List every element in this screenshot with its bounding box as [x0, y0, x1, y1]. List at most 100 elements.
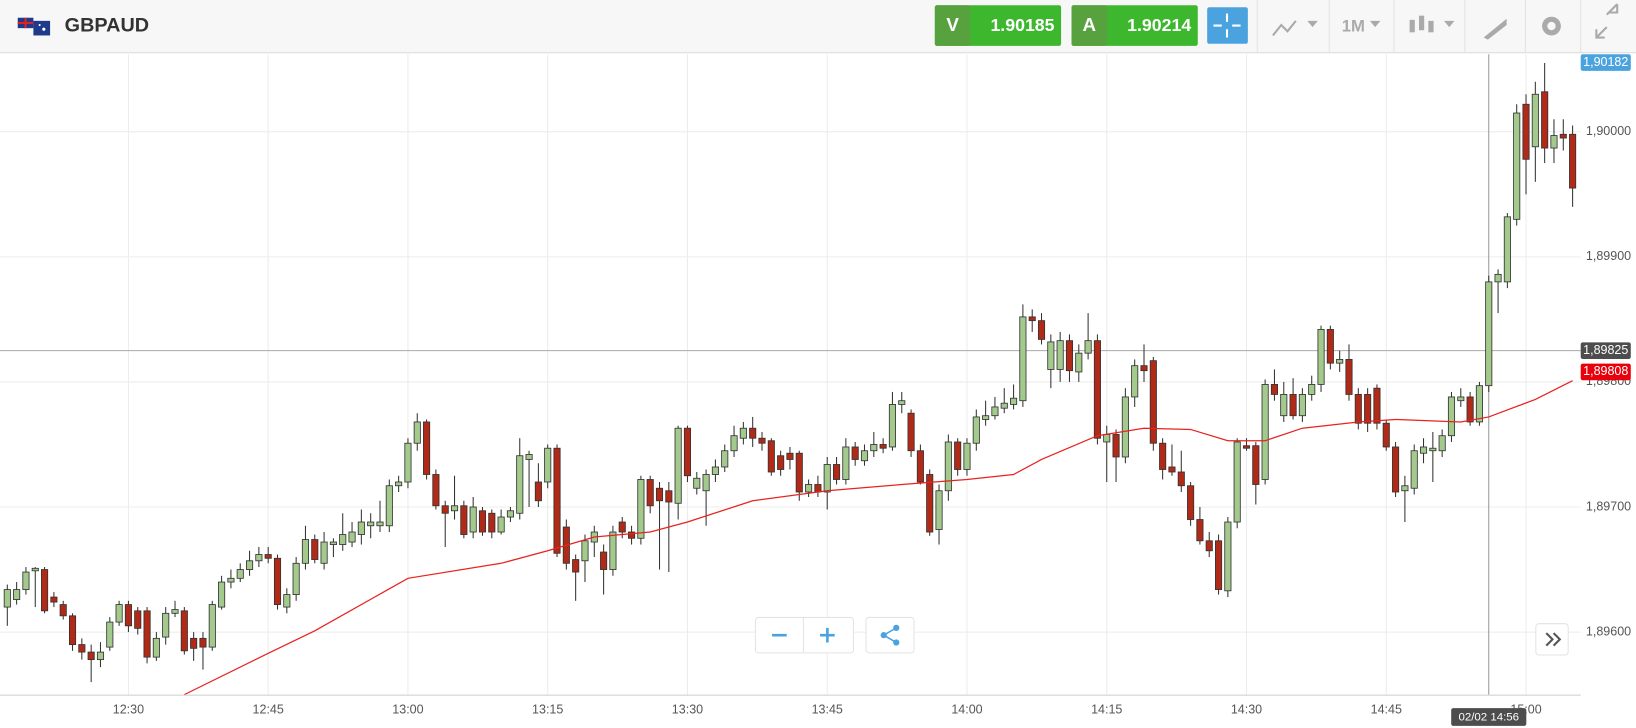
candle-body: [1475, 385, 1483, 423]
candle-body: [926, 474, 934, 533]
candle-body: [329, 541, 337, 545]
candle-body: [1168, 466, 1176, 473]
x-tick-label: 13:00: [392, 703, 423, 717]
price-marker: [1580, 363, 1631, 381]
candle-body: [180, 610, 188, 652]
candle-body: [506, 510, 514, 518]
candle-body: [935, 490, 943, 530]
candle-body: [767, 440, 775, 473]
candle-body: [255, 554, 263, 562]
x-tick-label: 12:45: [253, 703, 284, 717]
candle-body: [423, 421, 431, 475]
candle-body: [982, 415, 990, 420]
candle-body: [348, 531, 356, 543]
toolbar-icons[interactable]: 1M: [1272, 3, 1619, 40]
candle-body: [59, 604, 67, 617]
y-tick-label: 1,89900: [1586, 249, 1631, 263]
candle-body: [78, 644, 86, 653]
candle-body: [1159, 442, 1167, 470]
candle-body: [264, 554, 272, 559]
toolbar: [0, 0, 1636, 53]
candle-body: [1401, 485, 1409, 492]
candle-body: [730, 435, 738, 452]
candle-body: [1429, 447, 1437, 452]
timeframe[interactable]: 1M: [1342, 17, 1365, 36]
y-tick-label: 1,90000: [1586, 124, 1631, 138]
candle-body: [367, 521, 375, 527]
x-tick-label: 12:30: [113, 703, 144, 717]
top-price-label: 1,90182: [1583, 55, 1628, 69]
candle-body: [1485, 281, 1493, 387]
candle-body: [469, 506, 477, 533]
candle-body: [171, 609, 179, 614]
x-tick-label: 14:45: [1371, 703, 1402, 717]
candle-body: [1233, 441, 1241, 523]
candle-body: [1177, 471, 1185, 487]
candle-body: [870, 444, 878, 452]
candle-body: [1569, 133, 1577, 189]
candle-body: [1522, 103, 1530, 160]
candle-body: [553, 447, 561, 554]
candle-body: [1112, 434, 1120, 458]
candle-body: [1466, 396, 1474, 423]
candle-body: [1531, 93, 1539, 148]
candle-body: [1187, 485, 1195, 520]
x-tick-label: 13:45: [812, 703, 843, 717]
candle-body: [1326, 328, 1334, 364]
price-marker: [1580, 342, 1631, 360]
candle-body: [152, 637, 160, 658]
candle-body: [749, 427, 757, 439]
candle-body: [544, 447, 552, 483]
moving-average: [184, 380, 1573, 696]
candle-body: [488, 512, 496, 533]
candle-body: [1010, 397, 1018, 405]
candle-body: [1121, 396, 1129, 458]
candle-body: [50, 596, 58, 603]
candle-body: [1019, 316, 1027, 402]
candle-body: [68, 615, 77, 646]
candle-body: [572, 559, 580, 573]
candle-body: [41, 569, 49, 612]
y-tick-label: 1,89600: [1586, 624, 1631, 638]
scroll-right-button[interactable]: [1535, 623, 1569, 656]
x-tick-label: 13:30: [672, 703, 703, 717]
candle-body: [1410, 450, 1418, 489]
candle-body: [301, 539, 310, 564]
candle-body: [954, 441, 962, 470]
candle-body: [460, 505, 468, 535]
candle-body: [516, 455, 524, 514]
candle-body: [1559, 133, 1567, 139]
candle-body: [1037, 320, 1046, 340]
candle-body: [115, 604, 123, 623]
buy-button[interactable]: A 1.90214: [1071, 5, 1198, 46]
candle-body: [376, 521, 384, 527]
crosshair-button[interactable]: [1207, 7, 1248, 44]
candle-body: [628, 531, 636, 539]
candle-body: [1261, 384, 1269, 480]
candle-body: [758, 437, 766, 444]
zoom-controls[interactable]: [754, 616, 915, 654]
crosshair-time-box: [1451, 708, 1527, 726]
candle-body: [1047, 341, 1055, 370]
candle-body: [143, 610, 151, 658]
candle-body: [777, 455, 785, 470]
x-tick-label: 14:15: [1091, 703, 1122, 717]
candle-body: [450, 505, 459, 512]
price-marker-label: 1,89825: [1583, 343, 1628, 357]
buy-label: A: [1082, 14, 1096, 35]
symbol: GBPAUD: [65, 14, 149, 36]
candle-body: [646, 479, 654, 507]
candle-body: [1093, 340, 1101, 439]
sell-button[interactable]: V 1.90185: [934, 5, 1062, 46]
candle-body: [13, 589, 21, 600]
candle-body: [497, 516, 505, 533]
candle-body: [283, 594, 291, 608]
candle-body: [106, 621, 114, 648]
candle-body: [1149, 360, 1157, 444]
candle-body: [1447, 396, 1456, 437]
x-tick-label: 13:15: [532, 703, 563, 717]
candle-body: [963, 442, 971, 470]
x-tick-label: 14:30: [1231, 703, 1262, 717]
candle-body: [1345, 359, 1353, 395]
candle-body: [320, 541, 328, 564]
